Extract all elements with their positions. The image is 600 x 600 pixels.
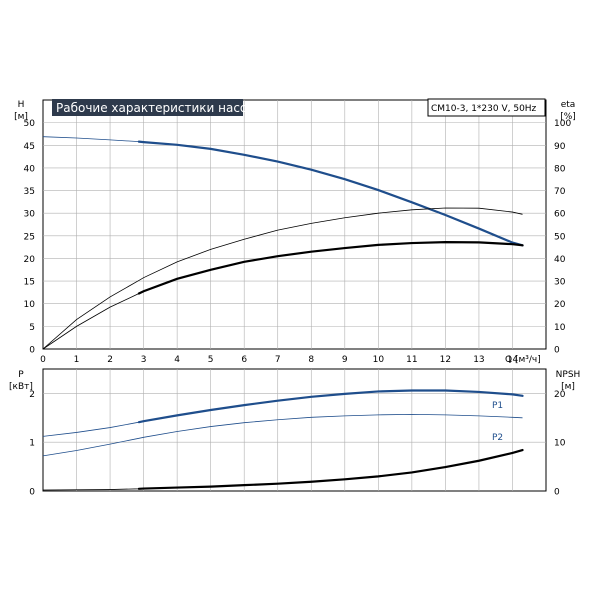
x-tick-label: 6 (241, 355, 247, 365)
head-tick-labels: 0510152025303540455001020304050607080901… (24, 119, 572, 365)
y-tick-label: 30 (24, 210, 36, 220)
model-info: CM10-3, 1*230 V, 50Hz (431, 104, 537, 114)
y2-tick-label: 10 (554, 323, 566, 333)
y2-tick-label: 60 (554, 210, 566, 220)
y-tick-label: 40 (24, 164, 36, 174)
model-info-box (427, 98, 546, 117)
y2-tick-label: 50 (554, 232, 566, 242)
y-tick-label: 0 (29, 346, 35, 356)
x-tick-label: 3 (141, 355, 147, 365)
series-line-operating-eta2 (137, 241, 524, 295)
y-tick-label: 5 (29, 323, 35, 333)
y2-tick-label: 70 (554, 187, 566, 197)
y-tick-label: 50 (24, 119, 36, 129)
power-grid (43, 369, 546, 491)
series-line-operating-H (137, 140, 524, 247)
y-tick-label: 1 (29, 439, 35, 449)
power-plot-frame (42, 368, 547, 492)
head-grid (43, 100, 546, 349)
x-tick-label: 2 (107, 355, 113, 365)
power-series (42, 389, 524, 491)
y2-tick-label: 90 (554, 142, 566, 152)
y-tick-label: 0 (29, 488, 35, 498)
y2-tick-label: 30 (554, 278, 566, 288)
y-tick-label: 2 (29, 390, 35, 400)
x-tick-label: 1 (74, 355, 80, 365)
x-tick-label: 11 (406, 355, 417, 365)
y2-tick-label: 20 (554, 300, 566, 310)
x-axis-label: Q [м³/ч] (505, 355, 541, 365)
y2-tick-label: 40 (554, 255, 566, 265)
head-plot-frame (42, 99, 547, 350)
y2-axis-unit-npsh: [м] (561, 382, 575, 392)
y2-axis-label-npsh: NPSH (556, 370, 581, 380)
x-tick-label: 4 (174, 355, 180, 365)
x-tick-label: 0 (40, 355, 46, 365)
y-tick-label: 20 (24, 255, 36, 265)
x-tick-label: 5 (208, 355, 214, 365)
y2-tick-label: 100 (554, 119, 571, 129)
x-tick-label: 8 (308, 355, 314, 365)
y2-tick-label: 80 (554, 164, 566, 174)
x-tick-label: 12 (440, 355, 451, 365)
series-line-eta (42, 207, 523, 350)
chart-title-bg (52, 99, 243, 116)
x-tick-label: 9 (342, 355, 348, 365)
y-axis-label-h: H (18, 100, 25, 110)
y2-tick-label: 20 (554, 390, 566, 400)
y-tick-label: 35 (24, 187, 35, 197)
y-axis-unit-h: [м] (14, 112, 28, 122)
y2-tick-label: 0 (554, 346, 560, 356)
x-tick-label: 10 (373, 355, 385, 365)
x-tick-label: 7 (275, 355, 281, 365)
series-label-p1: P1 (492, 401, 503, 411)
head-series (42, 136, 524, 350)
series-label-p2: P2 (492, 433, 503, 443)
y2-axis-label-eta: eta (561, 100, 576, 110)
y2-tick-label: 10 (554, 439, 566, 449)
x-tick-label: 13 (473, 355, 484, 365)
series-line-operating-NPSH (137, 448, 524, 490)
y-tick-label: 10 (24, 300, 36, 310)
y-tick-label: 15 (24, 278, 35, 288)
series-line-P2 (42, 413, 523, 457)
y-tick-label: 25 (24, 232, 35, 242)
series-line-operating-P1 (137, 389, 524, 424)
y-axis-label-p: P (18, 370, 24, 380)
chart-title: Рабочие характеристики насоса (56, 101, 261, 115)
y-tick-label: 45 (24, 142, 35, 152)
y-axis-unit-p: [кВт] (9, 382, 33, 392)
x-tick-label: 14 (507, 355, 519, 365)
y2-tick-label: 0 (554, 488, 560, 498)
y2-axis-unit-eta: [%] (560, 112, 576, 122)
